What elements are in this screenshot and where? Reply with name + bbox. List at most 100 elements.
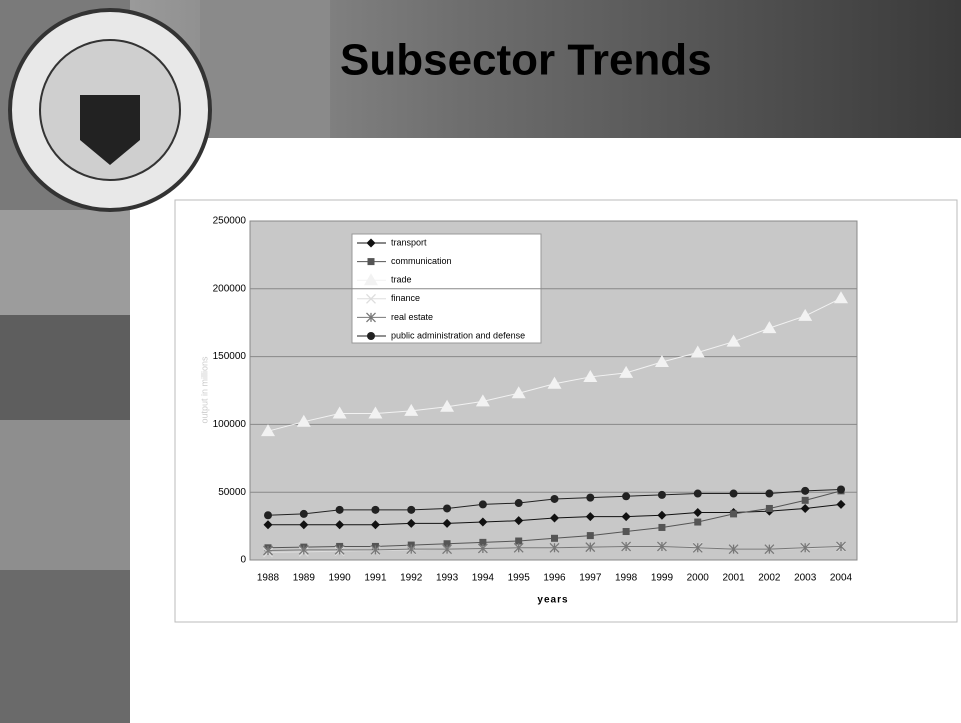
- marker: [335, 505, 344, 514]
- marker: [657, 510, 667, 520]
- marker: [690, 345, 705, 358]
- marker: [478, 500, 487, 509]
- marker: [368, 406, 383, 419]
- marker: [801, 486, 810, 495]
- marker: [407, 505, 416, 514]
- marker: [622, 492, 631, 501]
- slide-title: Subsector Trends: [340, 36, 712, 85]
- legend-label: public administration and defense: [391, 330, 525, 340]
- marker: [442, 518, 452, 528]
- marker: [656, 541, 667, 552]
- y-tick-label: 250000: [213, 216, 247, 227]
- marker: [585, 512, 595, 522]
- legend-label: finance: [391, 293, 420, 303]
- legend-label: real estate: [391, 312, 433, 322]
- x-tick-label: 1998: [615, 573, 638, 584]
- marker: [371, 505, 380, 514]
- legend-marker: [367, 332, 375, 340]
- marker: [299, 509, 308, 518]
- y-tick-label: 100000: [213, 419, 247, 430]
- x-tick-label: 1999: [651, 573, 674, 584]
- marker: [443, 504, 452, 513]
- marker: [837, 485, 845, 494]
- marker: [479, 538, 487, 546]
- marker: [586, 493, 595, 502]
- marker: [621, 541, 632, 552]
- legend-label: communication: [391, 256, 452, 266]
- marker: [800, 503, 810, 513]
- marker: [726, 334, 741, 347]
- legend-marker: [366, 238, 376, 248]
- marker: [514, 516, 524, 526]
- marker: [477, 543, 488, 554]
- legend-label: transport: [391, 237, 427, 247]
- marker: [550, 494, 559, 503]
- marker: [657, 490, 666, 499]
- marker: [263, 520, 273, 530]
- marker: [406, 544, 417, 555]
- marker: [515, 537, 523, 545]
- marker: [692, 542, 703, 553]
- marker: [728, 544, 739, 555]
- marker: [694, 518, 702, 526]
- marker: [585, 542, 596, 553]
- marker: [730, 510, 738, 518]
- marker: [658, 523, 666, 531]
- marker: [264, 511, 272, 520]
- x-tick-label: 2004: [830, 573, 853, 584]
- marker: [296, 414, 311, 427]
- marker: [549, 542, 560, 553]
- marker: [765, 489, 774, 498]
- marker: [836, 541, 846, 552]
- x-tick-label: 1992: [400, 573, 423, 584]
- marker: [263, 545, 273, 556]
- marker: [370, 520, 380, 530]
- x-tick-label: 1997: [579, 573, 602, 584]
- marker: [442, 544, 453, 555]
- marker: [693, 489, 702, 498]
- y-tick-label: 200000: [213, 283, 247, 294]
- marker: [404, 403, 419, 416]
- seal-shield: [80, 95, 140, 165]
- marker: [440, 399, 455, 412]
- photo: [0, 315, 130, 420]
- x-tick-label: 1994: [472, 573, 495, 584]
- marker: [547, 376, 562, 389]
- marker: [514, 499, 523, 508]
- x-tick-label: 2002: [758, 573, 781, 584]
- marker: [693, 508, 703, 518]
- y-tick-label: 0: [240, 555, 246, 566]
- y-axis-label: output in millions: [199, 356, 209, 424]
- legend-marker: [367, 258, 375, 266]
- photo: [0, 570, 130, 723]
- marker: [621, 512, 631, 522]
- x-axis-label: years: [537, 595, 568, 606]
- x-tick-label: 1991: [364, 573, 387, 584]
- marker: [298, 544, 309, 555]
- legend-marker: [366, 312, 376, 323]
- x-tick-label: 1995: [508, 573, 531, 584]
- marker: [619, 365, 634, 378]
- plot-area: [249, 220, 858, 561]
- y-tick-label: 50000: [218, 487, 246, 498]
- x-tick-label: 1988: [257, 573, 280, 584]
- legend-marker: [366, 293, 376, 304]
- marker: [800, 542, 811, 553]
- x-tick-label: 2000: [687, 573, 710, 584]
- marker: [622, 528, 630, 536]
- marker: [513, 542, 524, 553]
- photo: [0, 210, 130, 315]
- y-tick-label: 150000: [213, 351, 247, 362]
- marker: [261, 424, 275, 437]
- marker: [511, 386, 526, 399]
- marker: [729, 489, 738, 498]
- marker: [334, 544, 345, 555]
- marker: [332, 406, 347, 419]
- marker: [370, 544, 381, 555]
- x-tick-label: 1989: [293, 573, 316, 584]
- marker: [299, 520, 309, 530]
- legend-marker: [364, 273, 378, 286]
- marker: [834, 291, 848, 304]
